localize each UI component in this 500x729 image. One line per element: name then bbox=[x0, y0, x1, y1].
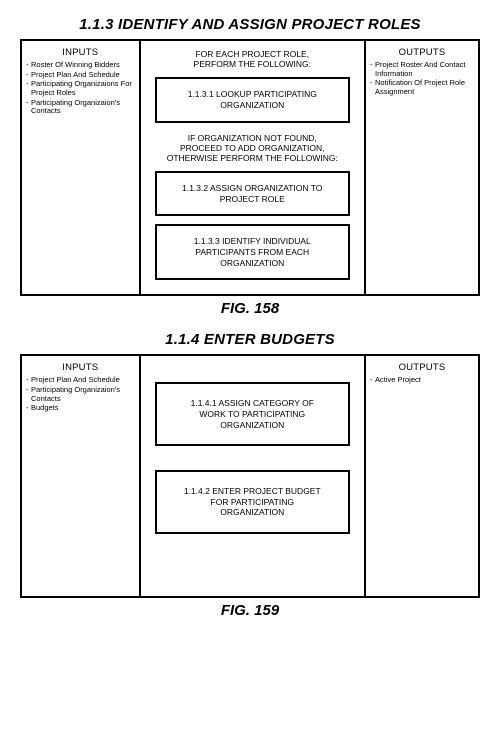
step-line: ORGANIZATION bbox=[220, 100, 284, 110]
step-line: 1.1.3.3 IDENTIFY INDIVIDUAL bbox=[194, 236, 311, 246]
step-line: ORGANIZATION bbox=[220, 420, 284, 430]
inputs-header: INPUTS bbox=[26, 47, 135, 58]
fig159-outputs-col: OUTPUTS Active Project bbox=[364, 356, 478, 596]
list-item: Project Roster And Contact Information bbox=[370, 61, 474, 78]
fig159-diagram: INPUTS Project Plan And Schedule Partici… bbox=[20, 354, 480, 598]
fig158-inputs-list: Roster Of Winning Bidders Project Plan A… bbox=[26, 61, 135, 117]
step-line: 1.1.3.2 ASSIGN ORGANIZATION TO bbox=[182, 183, 322, 193]
spacer bbox=[147, 450, 358, 460]
spacer bbox=[147, 362, 358, 372]
step-line: WORK TO PARTICIPATING bbox=[199, 409, 305, 419]
outputs-header: OUTPUTS bbox=[370, 362, 474, 373]
fig158-outputs-col: OUTPUTS Project Roster And Contact Infor… bbox=[364, 41, 478, 294]
fig159-step1: 1.1.4.1 ASSIGN CATEGORY OF WORK TO PARTI… bbox=[155, 382, 350, 446]
fig158-note1: FOR EACH PROJECT ROLE, PERFORM THE FOLLO… bbox=[147, 49, 358, 69]
step-line: ORGANIZATION bbox=[220, 258, 284, 268]
list-item: Participating Organizaions For Project R… bbox=[26, 80, 135, 97]
list-item: Roster Of Winning Bidders bbox=[26, 61, 135, 70]
fig158-note2: IF ORGANIZATION NOT FOUND, PROCEED TO AD… bbox=[147, 133, 358, 164]
fig159-outputs-list: Active Project bbox=[370, 376, 474, 386]
fig159-title: 1.1.4 ENTER BUDGETS bbox=[20, 331, 480, 348]
step-line: PARTICIPANTS FROM EACH bbox=[195, 247, 309, 257]
note-line: PERFORM THE FOLLOWING: bbox=[194, 59, 311, 69]
fig158-title: 1.1.3 IDENTIFY AND ASSIGN PROJECT ROLES bbox=[20, 16, 480, 33]
fig158-caption: FIG. 158 bbox=[20, 300, 480, 317]
fig158-step2: 1.1.3.2 ASSIGN ORGANIZATION TO PROJECT R… bbox=[155, 171, 350, 216]
step-line: ORGANIZATION bbox=[220, 507, 284, 517]
fig158-step1: 1.1.3.1 LOOKUP PARTICIPATING ORGANIZATIO… bbox=[155, 77, 350, 122]
fig159-inputs-col: INPUTS Project Plan And Schedule Partici… bbox=[22, 356, 141, 596]
note-line: PROCEED TO ADD ORGANIZATION, bbox=[180, 143, 325, 153]
fig158-diagram: INPUTS Roster Of Winning Bidders Project… bbox=[20, 39, 480, 296]
outputs-header: OUTPUTS bbox=[370, 47, 474, 58]
step-line: PROJECT ROLE bbox=[220, 194, 285, 204]
step-line: 1.1.4.1 ASSIGN CATEGORY OF bbox=[191, 398, 314, 408]
list-item: Project Plan And Schedule bbox=[26, 376, 135, 385]
fig158-center-col: FOR EACH PROJECT ROLE, PERFORM THE FOLLO… bbox=[141, 41, 364, 294]
note-line: OTHERWISE PERFORM THE FOLLOWING: bbox=[167, 153, 338, 163]
fig159-center-col: 1.1.4.1 ASSIGN CATEGORY OF WORK TO PARTI… bbox=[141, 356, 364, 596]
fig158-outputs-list: Project Roster And Contact Information N… bbox=[370, 61, 474, 98]
fig159-inputs-list: Project Plan And Schedule Participating … bbox=[26, 376, 135, 414]
list-item: Participating Organizaion's Contacts bbox=[26, 386, 135, 403]
fig158-step3: 1.1.3.3 IDENTIFY INDIVIDUAL PARTICIPANTS… bbox=[155, 224, 350, 280]
list-item: Participating Organizaion's Contacts bbox=[26, 99, 135, 116]
fig158-inputs-col: INPUTS Roster Of Winning Bidders Project… bbox=[22, 41, 141, 294]
list-item: Active Project bbox=[370, 376, 474, 385]
inputs-header: INPUTS bbox=[26, 362, 135, 373]
fig159-step2: 1.1.4.2 ENTER PROJECT BUDGET FOR PARTICI… bbox=[155, 470, 350, 534]
page: 1.1.3 IDENTIFY AND ASSIGN PROJECT ROLES … bbox=[0, 0, 500, 649]
list-item: Project Plan And Schedule bbox=[26, 71, 135, 80]
step-line: 1.1.4.2 ENTER PROJECT BUDGET bbox=[184, 486, 321, 496]
list-item: Budgets bbox=[26, 404, 135, 413]
step-line: FOR PARTICIPATING bbox=[211, 497, 294, 507]
fig159-caption: FIG. 159 bbox=[20, 602, 480, 619]
list-item: Notification Of Project Role Assignment bbox=[370, 79, 474, 96]
step-line: 1.1.3.1 LOOKUP PARTICIPATING bbox=[188, 89, 317, 99]
note-line: IF ORGANIZATION NOT FOUND, bbox=[188, 133, 317, 143]
note-line: FOR EACH PROJECT ROLE, bbox=[195, 49, 309, 59]
